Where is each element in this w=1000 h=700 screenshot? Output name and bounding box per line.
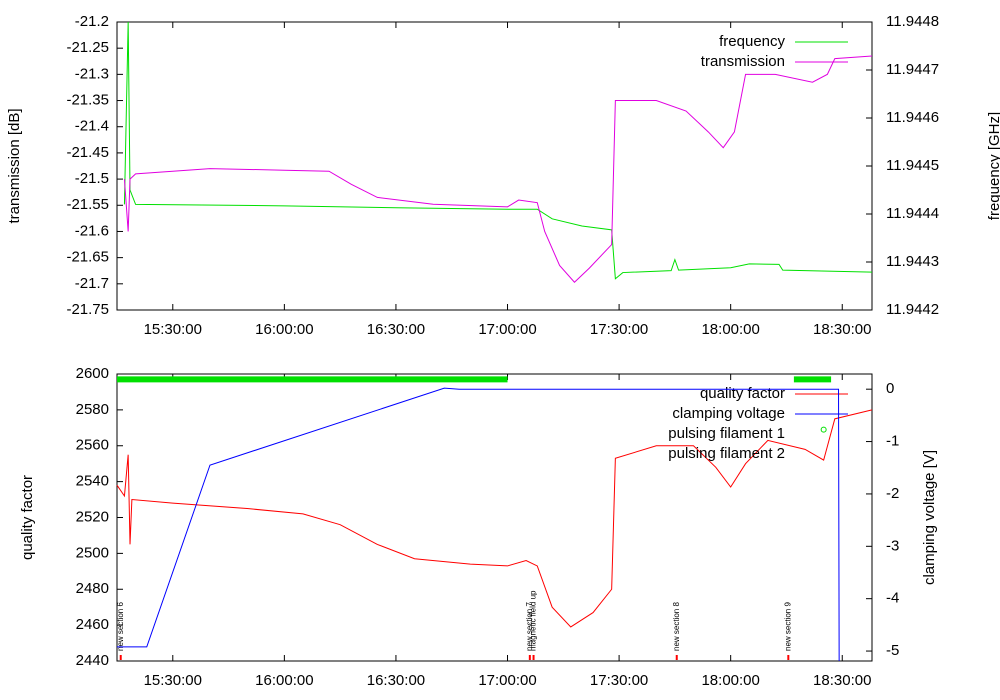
x-tick-label: 18:30:00 bbox=[813, 321, 871, 338]
annotation: new section 9 bbox=[783, 602, 792, 651]
annotation: magnetic field up bbox=[529, 590, 538, 651]
y-tick-label: 2440 bbox=[76, 652, 109, 669]
y-tick-label: -21.75 bbox=[66, 301, 109, 318]
y-tick-label: 2540 bbox=[76, 473, 109, 490]
x-tick-label: 18:30:00 bbox=[813, 672, 871, 689]
x-tick-label: 16:00:00 bbox=[255, 672, 313, 689]
y-tick-label: -21.3 bbox=[75, 65, 109, 82]
y-axis-label: transmission [dB] bbox=[6, 108, 23, 223]
y-axis-label: quality factor bbox=[19, 475, 36, 560]
y2-tick-label: 11.9448 bbox=[886, 13, 939, 30]
y2-tick-label: 11.9442 bbox=[886, 301, 939, 318]
x-tick-label: 17:00:00 bbox=[478, 672, 536, 689]
y2-tick-label: -2 bbox=[886, 485, 899, 502]
y-tick-label: -21.35 bbox=[66, 92, 109, 109]
annotation: new section 7 bbox=[525, 602, 534, 651]
series-line bbox=[117, 387, 840, 662]
y2-axis-label: frequency [GHz] bbox=[986, 112, 1000, 220]
y-tick-label: 2460 bbox=[76, 616, 109, 633]
x-tick-label: 15:30:00 bbox=[144, 321, 202, 338]
legend-label: frequency bbox=[719, 33, 785, 50]
y-tick-label: 2600 bbox=[76, 365, 109, 382]
y2-tick-label: 11.9447 bbox=[886, 61, 939, 78]
series-line bbox=[123, 55, 873, 283]
y2-tick-label: -1 bbox=[886, 433, 899, 450]
legend-label: pulsing filament 2 bbox=[668, 445, 785, 462]
x-tick-label: 18:00:00 bbox=[701, 321, 759, 338]
y2-tick-label: 11.9446 bbox=[886, 109, 939, 126]
x-tick-label: 18:00:00 bbox=[701, 672, 759, 689]
y-tick-label: -21.55 bbox=[66, 196, 109, 213]
y-tick-label: -21.25 bbox=[66, 39, 109, 56]
x-tick-label: 17:30:00 bbox=[590, 672, 648, 689]
x-tick-label: 17:30:00 bbox=[590, 321, 648, 338]
y-tick-label: -21.65 bbox=[66, 249, 109, 266]
annotation: new section 8 bbox=[672, 602, 681, 651]
y-tick-label: 2500 bbox=[76, 544, 109, 561]
y2-tick-label: -3 bbox=[886, 537, 899, 554]
series-line bbox=[116, 409, 873, 628]
y-tick-label: 2580 bbox=[76, 401, 109, 418]
y2-tick-label: 11.9443 bbox=[886, 253, 939, 270]
y2-tick-label: 11.9445 bbox=[886, 157, 939, 174]
x-tick-label: 16:00:00 bbox=[255, 321, 313, 338]
y-tick-label: -21.6 bbox=[75, 222, 109, 239]
y-tick-label: -21.45 bbox=[66, 144, 109, 161]
annotation: new section 6 bbox=[116, 602, 125, 651]
x-tick-label: 16:30:00 bbox=[367, 321, 425, 338]
y-tick-label: -21.5 bbox=[75, 170, 109, 187]
y-tick-label: 2520 bbox=[76, 508, 109, 525]
x-tick-label: 16:30:00 bbox=[367, 672, 425, 689]
x-tick-label: 17:00:00 bbox=[478, 321, 536, 338]
y2-tick-label: -5 bbox=[886, 642, 899, 659]
y-tick-label: 2480 bbox=[76, 580, 109, 597]
data-point bbox=[820, 426, 827, 433]
legend-label: pulsing filament 1 bbox=[668, 425, 785, 442]
y2-tick-label: 0 bbox=[886, 380, 894, 397]
x-tick-label: 15:30:00 bbox=[144, 672, 202, 689]
legend-label: transmission bbox=[701, 53, 785, 70]
legend-label: quality factor bbox=[700, 385, 785, 402]
y-tick-label: -21.7 bbox=[75, 275, 109, 292]
legend-label: clamping voltage bbox=[672, 405, 785, 422]
y-tick-label: 2560 bbox=[76, 437, 109, 454]
y-tick-label: -21.4 bbox=[75, 118, 109, 135]
y-tick-label: -21.2 bbox=[75, 13, 109, 30]
y2-tick-label: 11.9444 bbox=[886, 205, 939, 222]
y2-tick-label: -4 bbox=[886, 590, 899, 607]
y2-axis-label: clamping voltage [V] bbox=[921, 450, 938, 585]
